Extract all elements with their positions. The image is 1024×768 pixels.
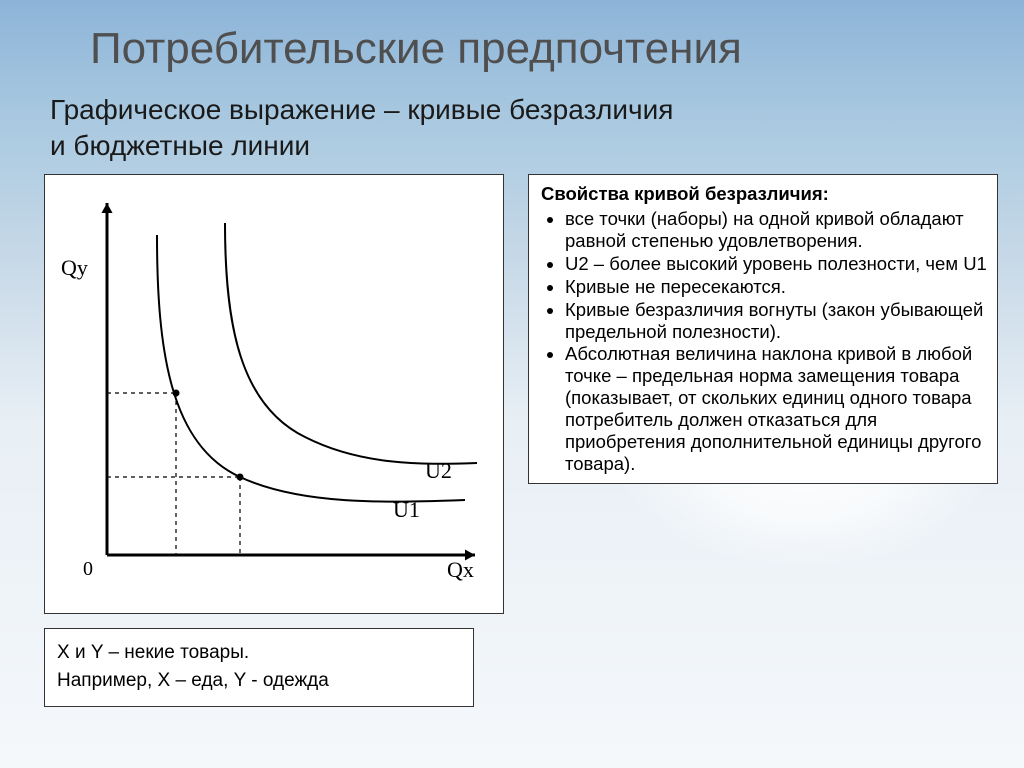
properties-list: все точки (наборы) на одной кривой облад… <box>541 208 987 474</box>
note-line2: Например, X – еда, Y - одежда <box>57 667 461 696</box>
properties-box: Свойства кривой безразличия: все точки (… <box>528 174 998 485</box>
svg-text:0: 0 <box>83 558 93 580</box>
svg-text:U1: U1 <box>393 497 420 522</box>
properties-title: Свойства кривой безразличия: <box>541 183 987 205</box>
property-item: все точки (наборы) на одной кривой облад… <box>565 208 987 252</box>
svg-text:Qy: Qy <box>61 255 88 280</box>
indifference-curve-chart: 0 Qx Qy U1U2 <box>44 174 504 614</box>
subtitle-line2: и бюджетные линии <box>50 130 310 161</box>
page-title: Потребительские предпочтения <box>0 0 1024 74</box>
chart-svg: 0 Qx Qy U1U2 <box>45 175 505 615</box>
note-line1: X и Y – некие товары. <box>57 639 461 668</box>
property-item: Кривые безразличия вогнуты (закон убываю… <box>565 299 987 343</box>
subtitle: Графическое выражение – кривые безразлич… <box>0 74 1024 164</box>
subtitle-line1: Графическое выражение – кривые безразлич… <box>50 94 673 125</box>
property-item: U2 – более высокий уровень полезности, ч… <box>565 253 987 275</box>
svg-text:U2: U2 <box>425 458 452 483</box>
svg-text:Qx: Qx <box>447 557 474 582</box>
property-item: Абсолютная величина наклона кривой в люб… <box>565 343 987 474</box>
property-item: Кривые не пересекаются. <box>565 276 987 298</box>
note-box: X и Y – некие товары. Например, X – еда,… <box>44 628 474 707</box>
